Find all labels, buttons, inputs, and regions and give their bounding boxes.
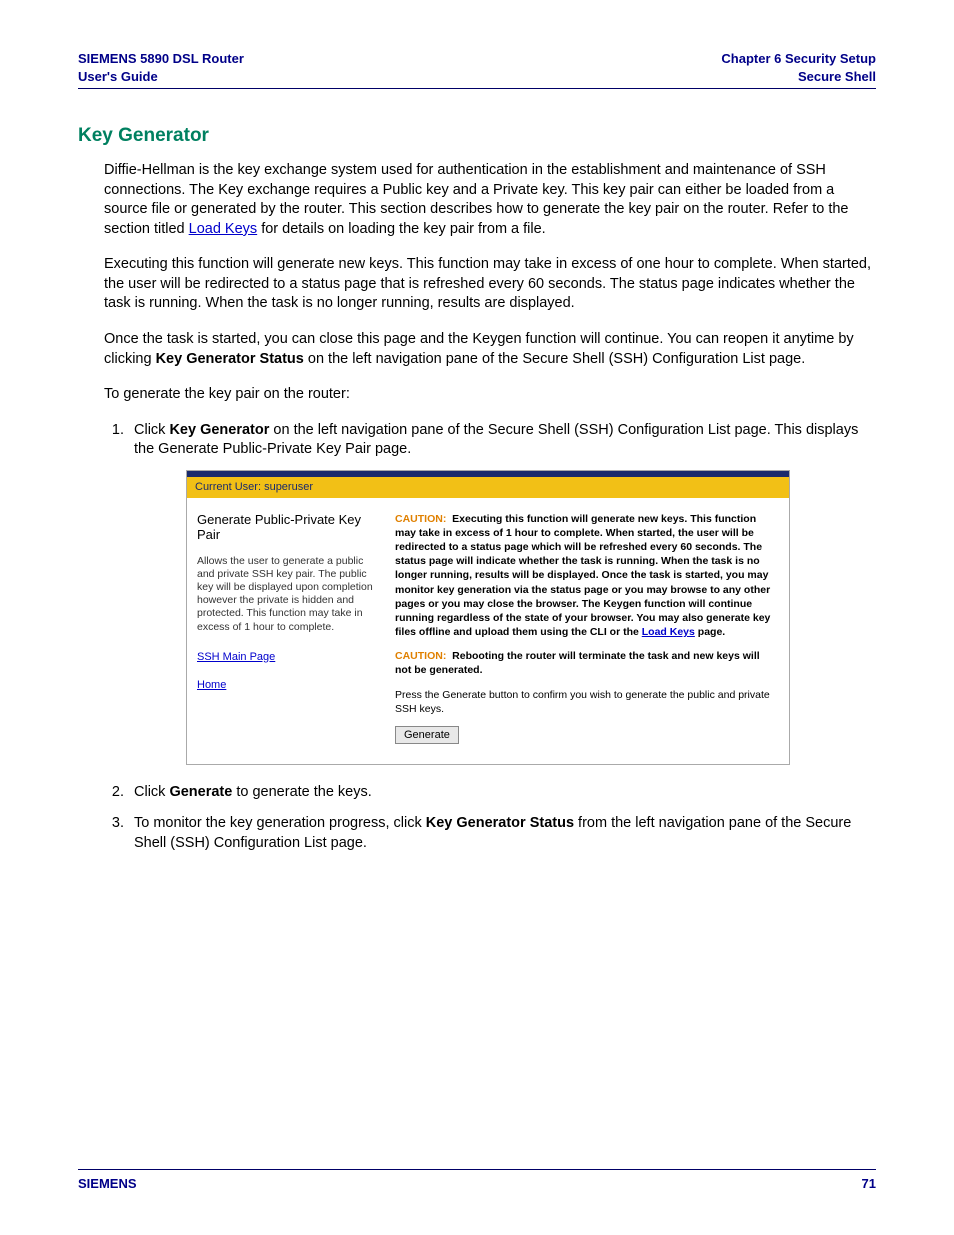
load-keys-link[interactable]: Load Keys [189, 221, 258, 237]
footer-brand: SIEMENS [78, 1176, 137, 1191]
paragraph-1: Diffie-Hellman is the key exchange syste… [78, 161, 876, 239]
section-name: Secure Shell [721, 68, 876, 86]
page-header: SIEMENS 5890 DSL Router User's Guide Cha… [78, 50, 876, 89]
ss-main-content: CAUTION: Executing this function will ge… [387, 498, 789, 764]
step-1: Click Key Generator on the left navigati… [128, 421, 876, 765]
header-left: SIEMENS 5890 DSL Router User's Guide [78, 50, 244, 85]
step3-bold: Key Generator Status [426, 815, 574, 831]
step-2: Click Generate to generate the keys. [128, 783, 876, 803]
step1-bold: Key Generator [169, 422, 269, 438]
paragraph-4: To generate the key pair on the router: [78, 385, 876, 405]
router-ui-screenshot: Current User: superuser Generate Public-… [186, 470, 790, 765]
home-link[interactable]: Home [197, 678, 377, 693]
ss-page-title: Generate Public-Private Key Pair [197, 512, 377, 543]
generate-button[interactable]: Generate [395, 726, 459, 744]
caution-label-1: CAUTION: [395, 513, 446, 525]
step3-a: To monitor the key generation progress, … [134, 815, 426, 831]
step-3: To monitor the key generation progress, … [128, 814, 876, 853]
caution1-text-b: page. [695, 626, 725, 638]
ss-sidebar: Generate Public-Private Key Pair Allows … [187, 498, 387, 764]
press-generate-text: Press the Generate button to confirm you… [395, 688, 777, 716]
caution-load-keys-link[interactable]: Load Keys [642, 626, 695, 638]
caution-1: CAUTION: Executing this function will ge… [395, 512, 777, 640]
paragraph-2: Executing this function will generate ne… [78, 255, 876, 314]
chapter-title: Chapter 6 Security Setup [721, 50, 876, 68]
step2-b: to generate the keys. [232, 784, 371, 800]
step1-a: Click [134, 422, 169, 438]
steps-list: Click Key Generator on the left navigati… [78, 421, 876, 854]
caution-label-2: CAUTION: [395, 650, 446, 662]
paragraph-3: Once the task is started, you can close … [78, 330, 876, 369]
page-footer: SIEMENS 71 [78, 1169, 876, 1191]
ssh-main-page-link[interactable]: SSH Main Page [197, 650, 377, 665]
ss-description: Allows the user to generate a public and… [197, 555, 377, 634]
caution1-text-a: Executing this function will generate ne… [395, 513, 770, 638]
para3-bold: Key Generator Status [156, 351, 304, 367]
page-number: 71 [862, 1176, 876, 1191]
para1-text-b: for details on loading the key pair from… [257, 221, 546, 237]
guide-title: User's Guide [78, 68, 244, 86]
section-title: Key Generator [78, 125, 876, 147]
caution-2: CAUTION: Rebooting the router will termi… [395, 649, 777, 677]
current-user-bar: Current User: superuser [187, 477, 789, 498]
step2-bold: Generate [169, 784, 232, 800]
caution2-text: Rebooting the router will terminate the … [395, 650, 760, 676]
step2-a: Click [134, 784, 169, 800]
para3-text-b: on the left navigation pane of the Secur… [304, 351, 805, 367]
header-right: Chapter 6 Security Setup Secure Shell [721, 50, 876, 85]
product-title: SIEMENS 5890 DSL Router [78, 50, 244, 68]
